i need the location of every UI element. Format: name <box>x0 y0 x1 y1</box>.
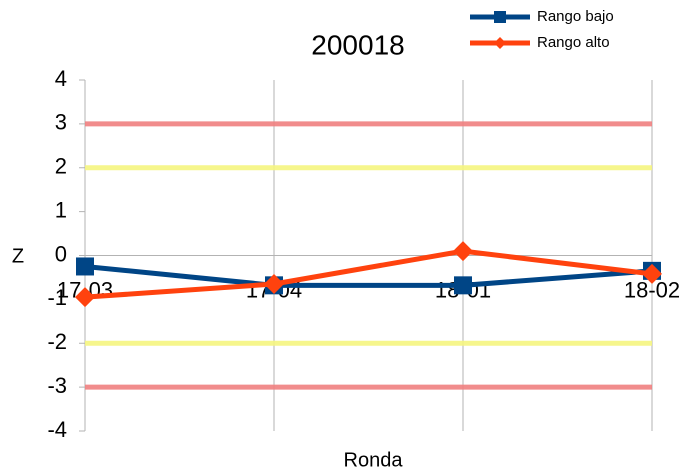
marker <box>453 241 473 262</box>
y-tick-label: -4 <box>47 417 67 442</box>
marker <box>642 263 662 284</box>
y-tick-label: -2 <box>47 329 67 354</box>
marker <box>264 274 284 295</box>
legend-label: Rango bajo <box>537 8 614 25</box>
marker <box>454 276 472 295</box>
marker <box>76 257 94 276</box>
y-axis-label: Z <box>12 245 24 267</box>
series-line <box>84 263 653 288</box>
x-axis-label: Ronda <box>344 449 404 471</box>
series-line <box>84 248 653 300</box>
y-tick-label: -3 <box>47 373 67 398</box>
marker <box>494 11 506 23</box>
y-tick-label: 0 <box>55 241 67 266</box>
legend-label: Rango alto <box>537 34 610 51</box>
y-tick-label: 2 <box>55 154 67 179</box>
y-tick-label: 4 <box>55 66 67 91</box>
y-tick-label: -1 <box>47 285 67 310</box>
y-tick-label: 3 <box>55 110 67 135</box>
chart-title: 200018 <box>311 29 404 60</box>
y-tick-label: 1 <box>55 197 67 222</box>
marker <box>75 287 95 308</box>
marker <box>494 37 506 49</box>
